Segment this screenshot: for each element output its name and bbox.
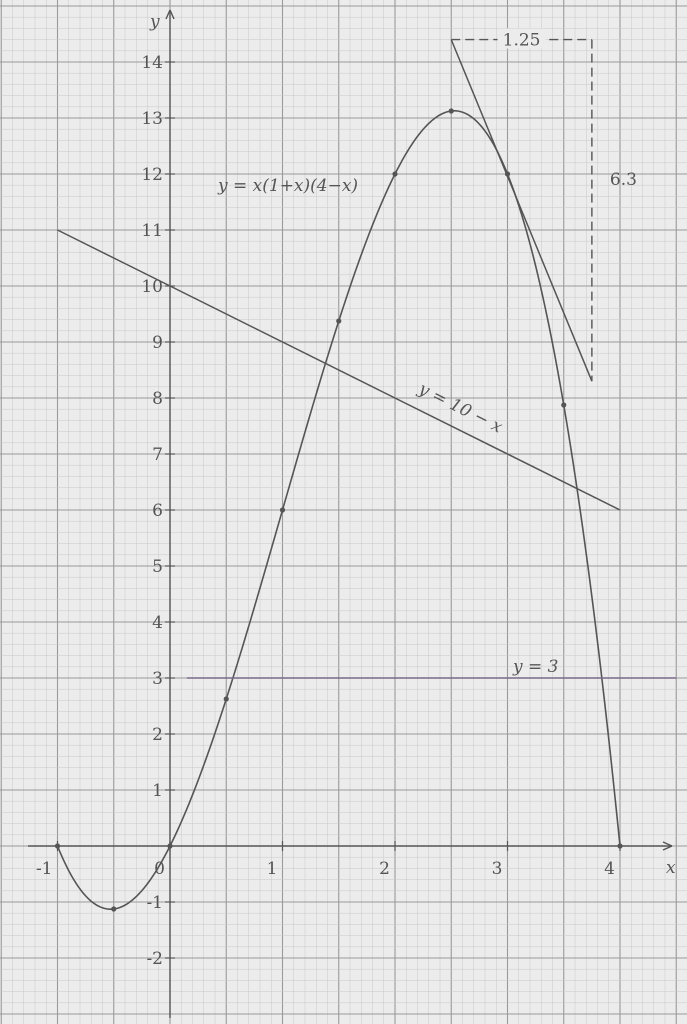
y-tick-label: 8	[152, 389, 163, 409]
cubic-plotted-point	[336, 318, 342, 324]
x-tick-label: 4	[604, 859, 615, 879]
cubic-plotted-point	[617, 843, 623, 849]
tangent-line	[450, 39, 593, 382]
y-tick-label: 14	[141, 53, 163, 73]
line-y-equals-10-minus-x-label: y = 10 − x	[414, 379, 506, 438]
y-tick-label: 13	[141, 109, 163, 129]
y-tick-label: -2	[146, 949, 163, 969]
cubic-curve-label: y = x(1+x)(4−x)	[217, 176, 358, 196]
y-tick-label: 6	[152, 501, 163, 521]
y-tick-label: 7	[152, 445, 163, 465]
y-tick-label: 4	[152, 613, 163, 633]
x-tick-label: 3	[492, 859, 503, 879]
run-label-backdrop	[497, 28, 546, 49]
line-y-equals-3-label: y = 3	[512, 657, 558, 677]
y-tick-label: 12	[141, 165, 163, 185]
cubic-plotted-point	[54, 843, 61, 849]
cubic-plotted-point	[279, 507, 286, 513]
x-tick-label: -1	[36, 859, 53, 879]
x-tick-label: 0	[154, 859, 165, 879]
x-axis-arrowhead	[662, 841, 673, 851]
y-axis-label: y	[149, 12, 160, 32]
x-tick-label: 1	[267, 859, 278, 879]
tangent-rise-label: 6.3	[610, 170, 637, 190]
y-tick-label: 5	[152, 557, 163, 577]
y-tick-label: 11	[141, 221, 163, 241]
y-tick-label: -1	[146, 893, 163, 913]
cubic-plotted-point	[167, 843, 173, 849]
y-tick-label: 2	[152, 725, 163, 745]
cubic-plotted-point	[561, 402, 567, 408]
y-tick-label: 1	[152, 781, 163, 801]
line-y-equals-10-minus-x	[57, 229, 621, 511]
y-tick-label: 10	[141, 277, 163, 297]
x-tick-label: 2	[379, 859, 390, 879]
axes	[28, 9, 673, 1018]
cubic-plotted-point	[111, 906, 117, 912]
y-axis-arrowhead	[165, 9, 175, 20]
tangent-run-label: 1.25	[503, 31, 541, 51]
y-tick-label: 3	[152, 669, 163, 689]
cubic-plotted-point	[223, 696, 229, 702]
cubic-plotted-point	[392, 171, 398, 177]
cubic-plotted-point	[448, 108, 454, 114]
y-tick-label: 9	[152, 333, 163, 353]
x-axis-label: x	[666, 858, 676, 878]
